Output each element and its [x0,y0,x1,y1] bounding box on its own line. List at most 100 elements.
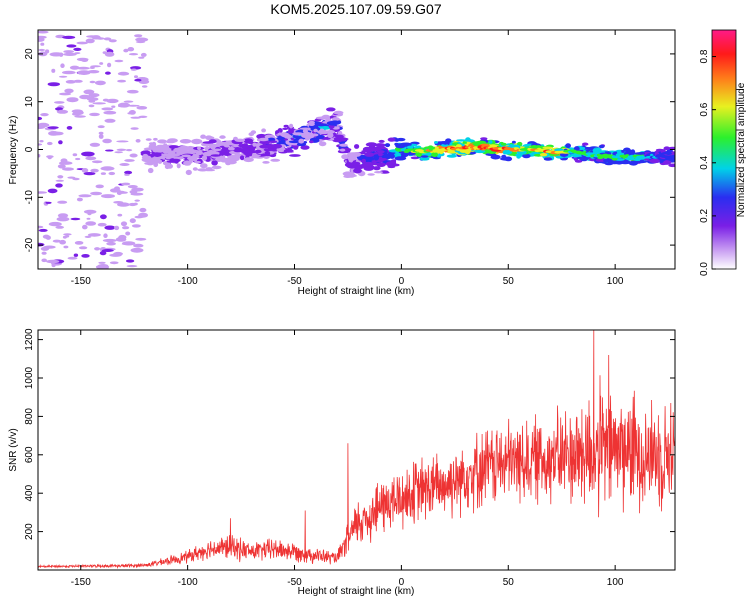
spectrogram-blob [74,115,86,118]
spectrogram-blob [125,231,131,236]
spectrogram-blob [261,128,266,133]
spectrogram-blob [67,176,76,179]
spectrogram-blob [104,51,115,57]
spectrogram-blob [104,118,116,123]
spectrogram-blob [121,182,131,186]
spectrogram-blob [298,138,305,144]
spectrogram-blob [181,154,191,158]
y-tick-label: 800 [24,408,35,425]
spectrogram-blob [139,207,147,213]
spectrogram-blob [64,88,74,94]
spectrogram-blob [43,245,56,249]
spectrogram-blob [66,44,77,48]
spectrogram-blob [302,129,308,134]
spectrogram-blob [81,151,95,157]
spectrogram-blob [317,131,330,135]
colorbar-tick-label: 0.0 [699,262,710,276]
spectrogram-blob [354,144,360,149]
spectrogram-blob [539,153,548,157]
spectrogram-blob [259,144,269,149]
spectrogram-blob [500,142,507,146]
spectrogram-blob [65,80,76,84]
spectrogram-blob [46,259,60,264]
spectrogram-blob [135,139,141,143]
spectrogram-blob [283,149,294,153]
spectrogram-blob [419,157,430,161]
spectrogram-blob [124,173,130,176]
spectrogram-blob [60,63,65,68]
spectrogram-blob [111,105,116,108]
spectrogram-blob [41,251,47,255]
spectrogram-blob [420,155,429,158]
spectrogram-blob [73,253,79,257]
x-tick-label: 100 [607,276,624,287]
spectrogram-blob [191,138,203,145]
spectrogram-blob [367,173,375,176]
spectrogram-blob [634,152,646,155]
spectrogram-blob [315,116,326,120]
spectrogram-blob [141,155,152,160]
spectrogram-blob [83,209,97,214]
spectrogram-blob [136,106,148,110]
spectrogram-blob [165,140,176,144]
spectrogram-blob [252,142,257,147]
spectrogram-blob [62,70,76,75]
colorbar-label: Normalized spectral amplitude [736,82,747,217]
spectrogram-blob [48,131,60,136]
spectrogram-y-label: Frequency (Hz) [8,116,19,185]
snr-series-line [38,330,675,569]
spectrogram-blob [130,68,137,71]
spectrogram-blob [117,236,123,241]
spectrogram-blob [328,124,335,129]
spectrogram-blob [276,136,286,140]
spectrogram-blob [200,134,207,139]
snr-marks [38,330,675,569]
spectrogram-blob [86,97,99,101]
spectrogram-blob [100,172,106,175]
spectrogram-blob [210,154,221,157]
spectrogram-blob [114,151,123,154]
spectrogram-blob [480,137,488,141]
spectrogram-blob [155,147,166,153]
spectrogram-y-axis: -20 -10 0 10 20 [24,48,675,252]
spectrogram-blob [365,142,378,147]
spectrogram-blob [283,124,289,128]
spectrogram-blob [522,153,531,159]
spectrogram-blob [289,154,301,157]
spectrogram-blob [292,132,304,136]
spectrogram-blob [243,143,248,146]
spectrogram-blob [58,75,68,78]
spectrogram-blob [78,246,88,250]
spectrogram-blob [89,66,96,69]
spectrogram-blob [122,226,130,230]
spectrogram-blob [239,155,245,161]
spectrogram-blob [56,109,69,114]
x-tick-label: 0 [399,276,405,287]
spectrogram-blob [377,150,385,154]
spectrogram-ridge-core [664,156,672,160]
y-tick-label: 400 [24,484,35,501]
spectrogram-blob [160,141,166,144]
spectrogram-blob [89,142,101,147]
spectrogram-blob [617,150,622,155]
spectrogram-blob [228,146,235,151]
spectrogram-blob [187,145,194,152]
y-tick-label: 0 [24,146,35,152]
spectrogram-blob [153,137,158,141]
spectrogram-blob [74,52,81,55]
spectrogram-blob [130,247,144,253]
spectrogram-blob [232,147,243,153]
spectrogram-blob [270,148,279,152]
spectrogram-blob [582,142,589,146]
spectrogram-blob [39,140,44,143]
spectrogram-blob [309,140,314,144]
spectrogram-blob [90,65,101,68]
spectrogram-blob [103,233,108,238]
spectrogram-blob [343,175,353,178]
spectrogram-blob [103,110,117,115]
colorbar-tick-label: 0.2 [699,209,710,223]
spectrogram-blob [287,129,294,134]
spectrogram-blob [40,42,45,46]
spectrogram-blob [299,127,312,130]
